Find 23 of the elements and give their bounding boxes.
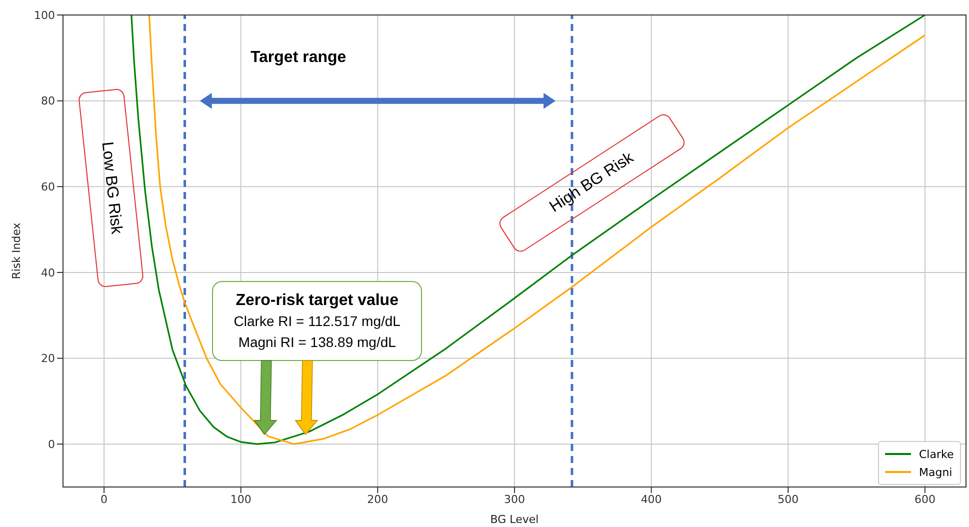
x-tick-label: 0 <box>100 492 108 506</box>
y-tick-label: 40 <box>41 266 55 280</box>
x-tick-label: 200 <box>367 492 388 506</box>
y-tick-label: 80 <box>41 94 55 108</box>
y-axis-title: Risk Index <box>10 222 23 280</box>
annotation: Clarke RI = 112.517 mg/dL <box>232 312 402 331</box>
x-tick-label: 600 <box>914 492 936 506</box>
y-tick-label: 100 <box>34 8 55 22</box>
legend-label: Magni <box>919 466 952 478</box>
x-tick-label: 100 <box>230 492 252 506</box>
y-tick-label: 0 <box>48 438 55 451</box>
annotation: Magni RI = 138.89 mg/dL <box>237 332 397 352</box>
annotation: Low BG Risk <box>77 88 144 288</box>
annotation: Target range <box>250 48 346 67</box>
x-axis-title: BG Level <box>490 513 539 526</box>
legend-label: Clarke <box>919 448 954 460</box>
y-tick-label: 20 <box>41 352 55 366</box>
annotation: Zero-risk target value <box>234 290 400 311</box>
y-tick-label: 60 <box>41 180 55 194</box>
x-tick-label: 400 <box>640 492 662 506</box>
annotation: High BG Risk <box>496 112 688 256</box>
x-tick-label: 500 <box>778 492 799 506</box>
x-tick-label: 300 <box>504 492 525 506</box>
